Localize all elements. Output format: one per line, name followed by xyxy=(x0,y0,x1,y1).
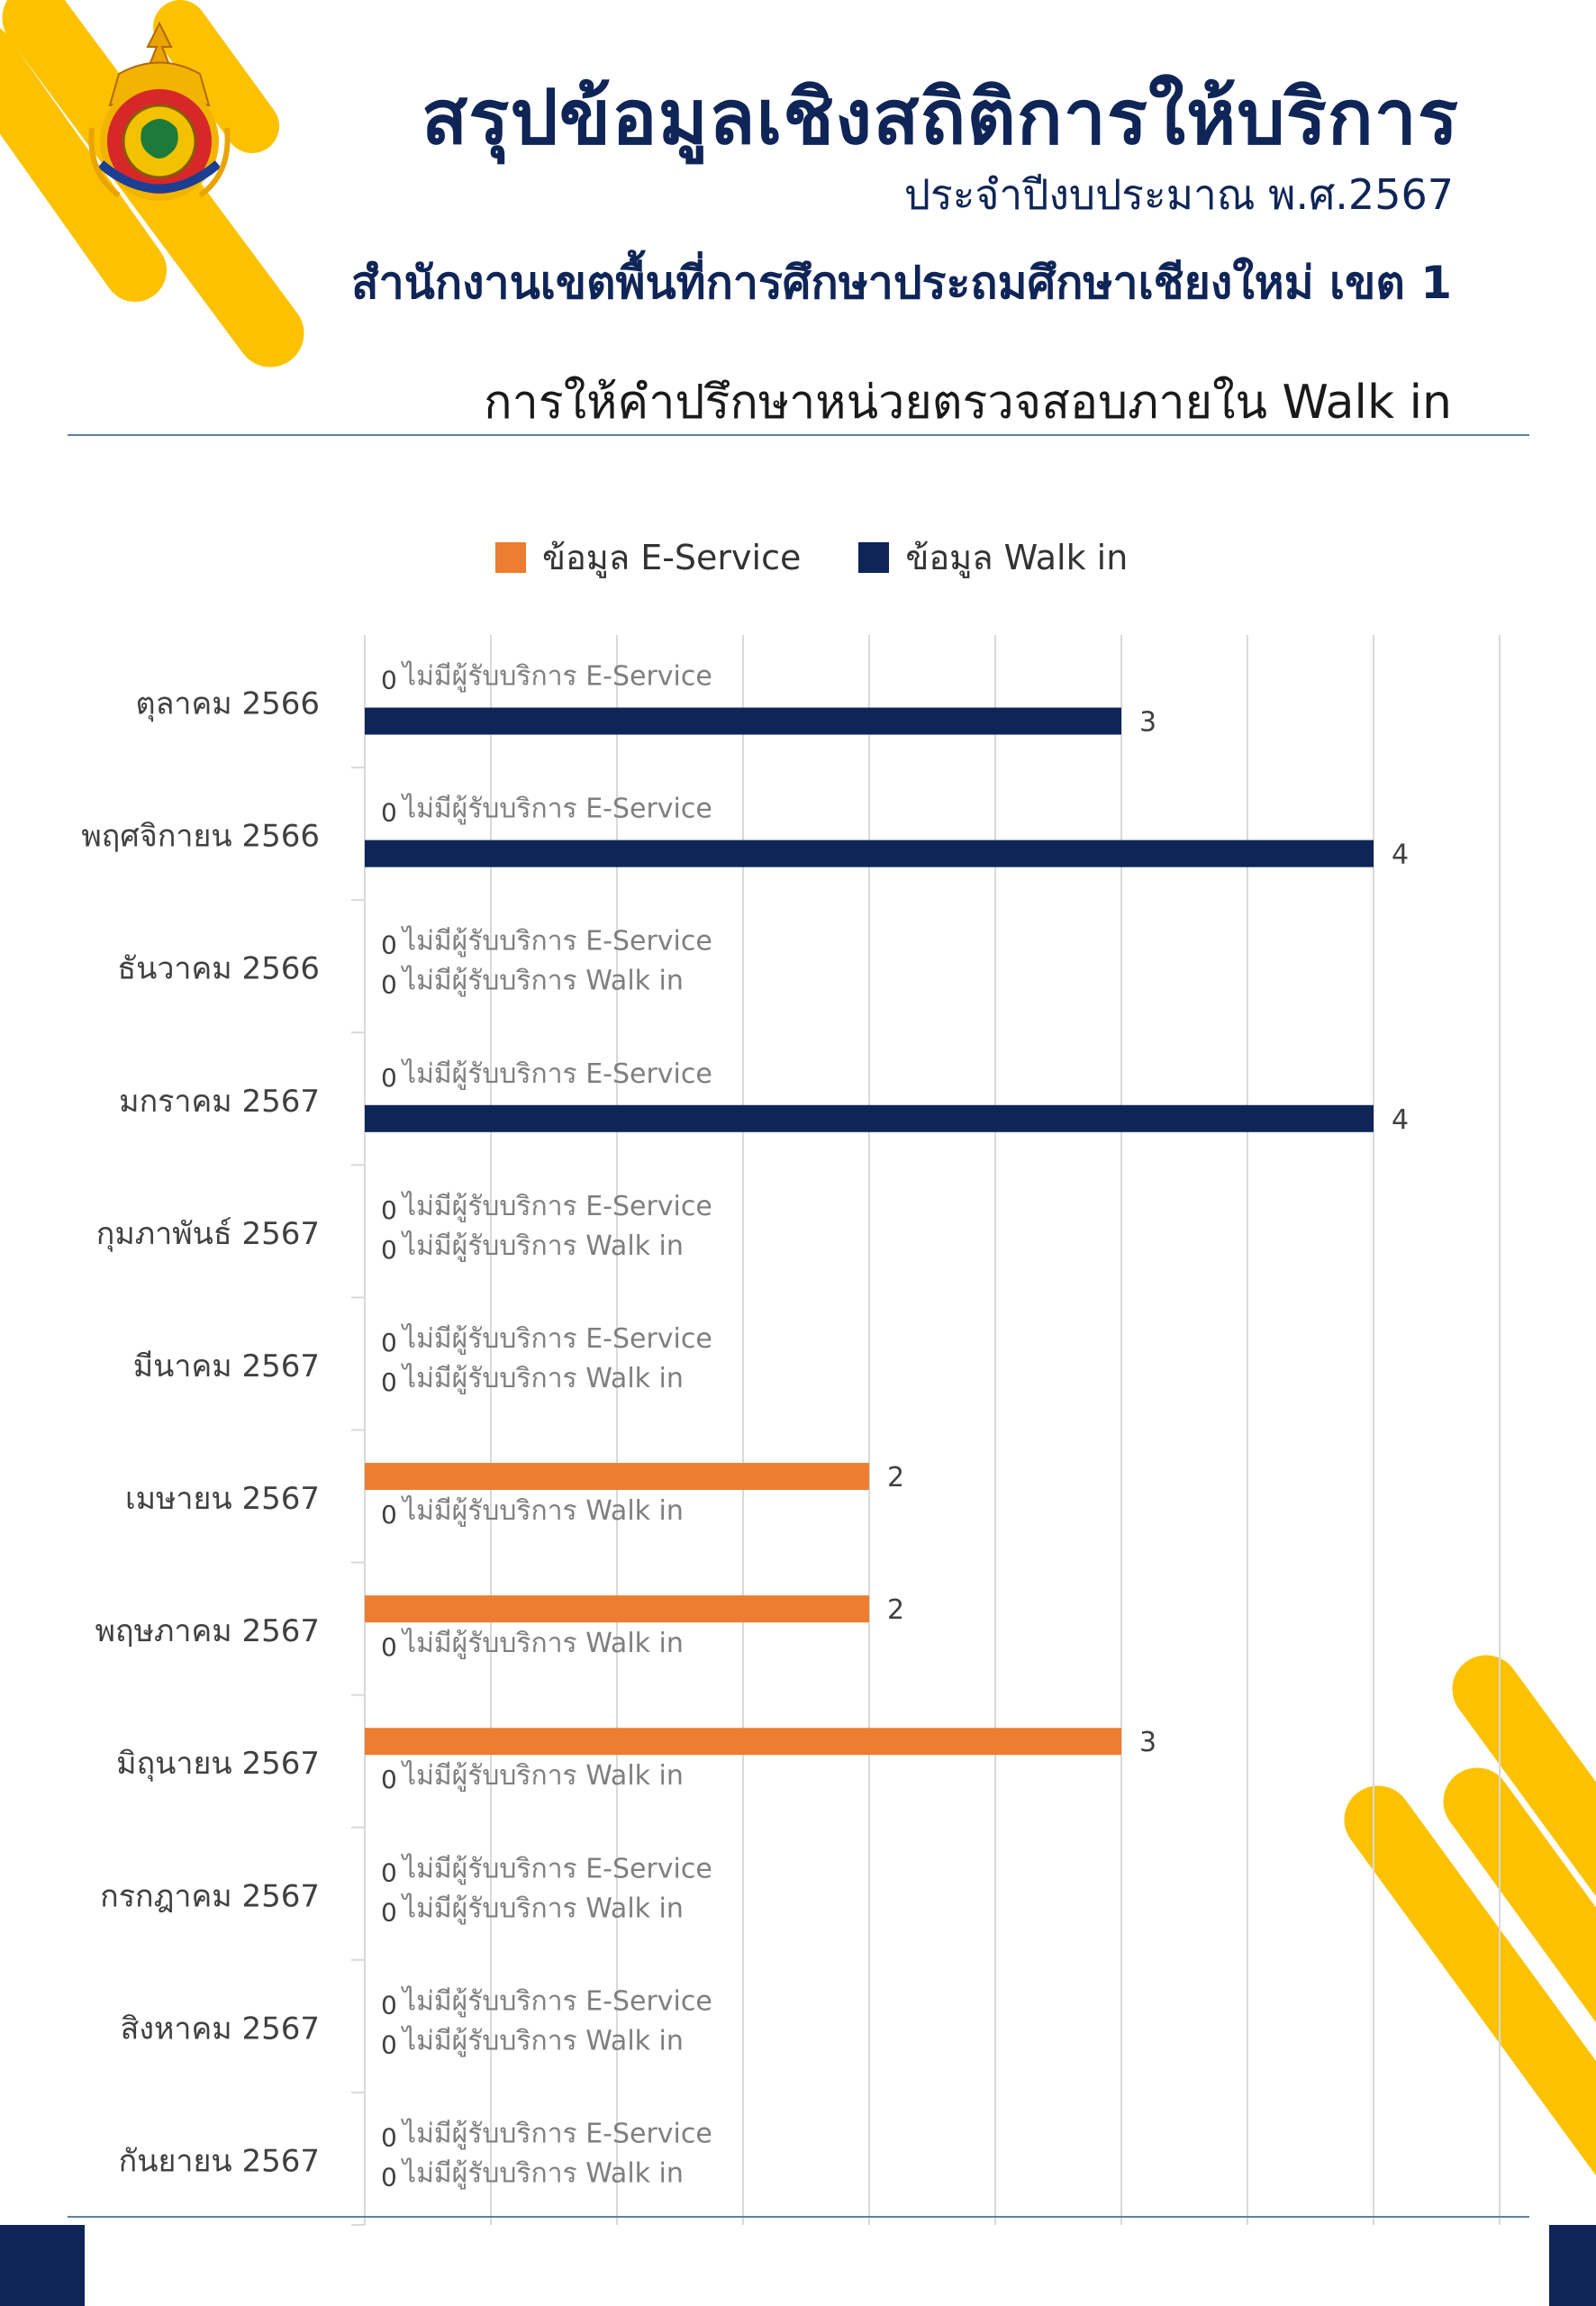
category-label: มีนาคม 2567 xyxy=(133,1348,320,1385)
gold-stripe xyxy=(0,28,167,302)
data-label: 4 xyxy=(1392,840,1409,871)
zero-label: ไม่มีผู้รับบริการ E-Service xyxy=(401,1984,712,2017)
gold-stripe xyxy=(1452,1655,1596,1896)
legend-label-e-service: ข้อมูล E-Service xyxy=(542,538,802,577)
data-label: 2 xyxy=(887,1462,904,1493)
data-label: 0 xyxy=(381,798,397,828)
zero-label: ไม่มีผู้รับบริการ Walk in xyxy=(401,965,684,997)
data-label: 0 xyxy=(381,2162,397,2192)
zero-label: ไม่มีผู้รับบริการ Walk in xyxy=(401,1759,684,1792)
zero-label: ไม่มีผู้รับบริการ E-Service xyxy=(401,660,712,693)
chart-legend: ข้อมูล E-Service ข้อมูล Walk in xyxy=(495,530,1128,585)
gold-stripe xyxy=(1443,1767,1596,2022)
category-label: มกราคม 2567 xyxy=(119,1084,320,1120)
zero-label: ไม่มีผู้รับบริการ Walk in xyxy=(401,1230,684,1262)
zero-label: ไม่มีผู้รับบริการ E-Service xyxy=(401,1322,712,1355)
category-label: มิถุนายน 2567 xyxy=(116,1746,320,1782)
category-label: กันยายน 2567 xyxy=(119,2143,320,2179)
zero-label: ไม่มีผู้รับบริการ E-Service xyxy=(401,925,712,958)
zero-label: ไม่มีผู้รับบริการ Walk in xyxy=(401,2156,684,2189)
data-label: 4 xyxy=(1392,1104,1409,1136)
page-title: สรุปข้อมูลเชิงสถิติการให้บริการ xyxy=(422,73,1459,161)
category-label: กรกฎาคม 2567 xyxy=(100,1878,320,1914)
category-label: สิงหาคม 2567 xyxy=(121,2011,320,2047)
legend-label-walk-in: ข้อมูล Walk in xyxy=(905,538,1129,577)
zero-label: ไม่มีผู้รับบริการ E-Service xyxy=(401,1058,712,1090)
fiscal-year-subtitle: ประจำปีงบประมาณ พ.ศ.2567 xyxy=(903,170,1454,219)
bar-e-service xyxy=(365,1728,1121,1756)
zero-label: ไม่มีผู้รับบริการ E-Service xyxy=(401,1852,712,1884)
bar-walk-in xyxy=(365,707,1121,735)
data-label: 0 xyxy=(381,1632,397,1662)
data-label: 0 xyxy=(381,1328,397,1357)
category-label: กุมภาพันธ์ 2567 xyxy=(96,1216,320,1252)
data-label: 0 xyxy=(381,2029,397,2059)
bar-e-service xyxy=(365,1595,869,1623)
data-label: 0 xyxy=(381,931,397,960)
data-label: 0 xyxy=(381,1235,397,1265)
legend-swatch-walk-in xyxy=(858,541,890,573)
category-label: พฤษภาคม 2567 xyxy=(95,1613,320,1649)
header-divider xyxy=(68,434,1529,436)
zero-label: ไม่มีผู้รับบริการ Walk in xyxy=(401,1627,684,1659)
category-label: พฤศจิกายน 2566 xyxy=(81,819,320,855)
bar-e-service xyxy=(365,1463,869,1491)
zero-label: ไม่มีผู้รับบริการ E-Service xyxy=(401,1190,712,1222)
zero-label: ไม่มีผู้รับบริการ Walk in xyxy=(401,1362,684,1394)
data-label: 0 xyxy=(381,1990,397,2020)
data-label: 0 xyxy=(381,1500,397,1530)
data-label: 0 xyxy=(381,1765,397,1794)
data-label: 0 xyxy=(381,1857,397,1887)
data-label: 3 xyxy=(1139,707,1156,739)
data-label: 0 xyxy=(381,1897,397,1927)
category-label: ธันวาคม 2566 xyxy=(117,951,320,987)
zero-label: ไม่มีผู้รับบริการ E-Service xyxy=(401,793,712,825)
corner-accent xyxy=(0,2225,40,2306)
data-label: 0 xyxy=(381,1367,397,1397)
data-label: 2 xyxy=(887,1594,904,1626)
footer-divider xyxy=(68,2216,1529,2218)
data-label: 0 xyxy=(381,1195,397,1225)
zero-label: ไม่มีผู้รับบริการ Walk in xyxy=(401,1494,684,1527)
chart-subtitle: การให้คำปรึกษาหน่วยตรวจสอบภายใน Walk in xyxy=(484,376,1452,430)
office-name: สำนักงานเขตพื้นที่การศึกษาประถมศึกษาเชีย… xyxy=(351,257,1452,309)
legend-item-walk-in: ข้อมูล Walk in xyxy=(858,530,1128,585)
bar-walk-in xyxy=(365,840,1374,867)
office-emblem-logo xyxy=(88,21,231,201)
zero-label: ไม่มีผู้รับบริการ Walk in xyxy=(401,1892,684,1924)
data-label: 0 xyxy=(381,1063,397,1093)
data-label: 0 xyxy=(381,666,397,695)
data-label: 3 xyxy=(1139,1727,1156,1758)
gold-stripe xyxy=(153,0,279,153)
data-label: 0 xyxy=(381,970,397,1000)
category-label: ตุลาคม 2566 xyxy=(136,686,321,722)
category-label: เมษายน 2567 xyxy=(125,1481,320,1517)
zero-label: ไม่มีผู้รับบริการ E-Service xyxy=(401,2117,712,2149)
zero-label: ไม่มีผู้รับบริการ Walk in xyxy=(401,2024,684,2056)
legend-swatch-e-service xyxy=(495,541,526,573)
legend-item-e-service: ข้อมูล E-Service xyxy=(495,530,801,585)
bar-walk-in xyxy=(365,1104,1374,1132)
data-label: 0 xyxy=(381,2122,397,2152)
corner-accent xyxy=(40,2225,85,2306)
corner-accent xyxy=(1549,2225,1596,2306)
